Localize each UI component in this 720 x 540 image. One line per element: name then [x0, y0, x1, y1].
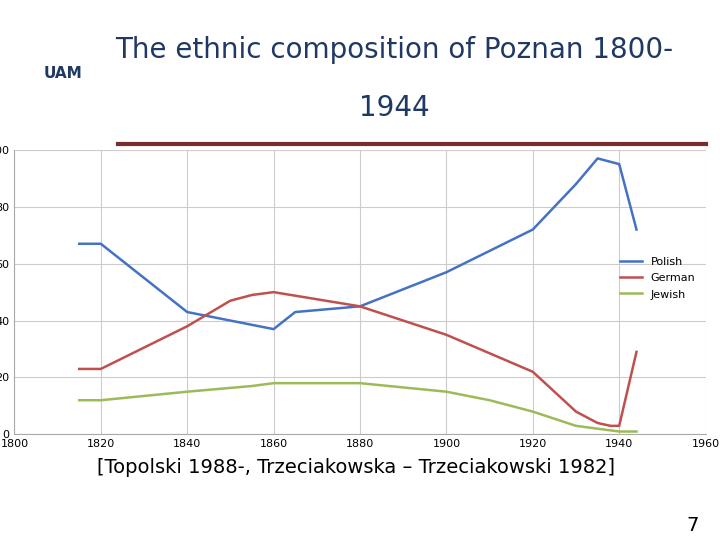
- Polish: [291, 309, 300, 315]
- Line: German: German: [79, 292, 636, 426]
- Jewish: [528, 408, 537, 415]
- Line: Jewish: Jewish: [79, 383, 636, 431]
- Jewish: [442, 388, 451, 395]
- Polish: [269, 326, 278, 332]
- Jewish: [96, 397, 105, 403]
- Polish: [572, 181, 580, 187]
- Jewish: [593, 426, 602, 432]
- Polish: [356, 303, 364, 309]
- German: [75, 366, 84, 372]
- Jewish: [75, 397, 84, 403]
- Polish: [183, 309, 192, 315]
- Jewish: [269, 380, 278, 387]
- German: [183, 323, 192, 329]
- Jewish: [615, 428, 624, 435]
- German: [442, 332, 451, 338]
- Text: UAM: UAM: [43, 66, 82, 81]
- Jewish: [356, 380, 364, 387]
- German: [226, 298, 235, 304]
- Text: 1944: 1944: [359, 94, 430, 122]
- Polish: [593, 155, 602, 161]
- Jewish: [183, 388, 192, 395]
- Jewish: [248, 383, 256, 389]
- Text: 7: 7: [686, 516, 698, 535]
- Jewish: [572, 423, 580, 429]
- Line: Polish: Polish: [79, 158, 636, 329]
- German: [269, 289, 278, 295]
- Polish: [632, 226, 641, 233]
- Polish: [442, 269, 451, 275]
- Jewish: [632, 428, 641, 435]
- German: [615, 423, 624, 429]
- Polish: [96, 240, 105, 247]
- German: [593, 420, 602, 426]
- Polish: [528, 226, 537, 233]
- German: [632, 349, 641, 355]
- German: [528, 368, 537, 375]
- German: [248, 292, 256, 298]
- Polish: [75, 240, 84, 247]
- Polish: [615, 161, 624, 167]
- German: [606, 423, 615, 429]
- Legend: Polish, German, Jewish: Polish, German, Jewish: [616, 252, 700, 304]
- German: [572, 408, 580, 415]
- German: [96, 366, 105, 372]
- Text: [Topolski 1988-, Trzeciakowska – Trzeciakowski 1982]: [Topolski 1988-, Trzeciakowska – Trzecia…: [97, 458, 616, 477]
- Jewish: [485, 397, 494, 403]
- Text: The ethnic composition of Poznan 1800-: The ethnic composition of Poznan 1800-: [115, 36, 674, 64]
- German: [356, 303, 364, 309]
